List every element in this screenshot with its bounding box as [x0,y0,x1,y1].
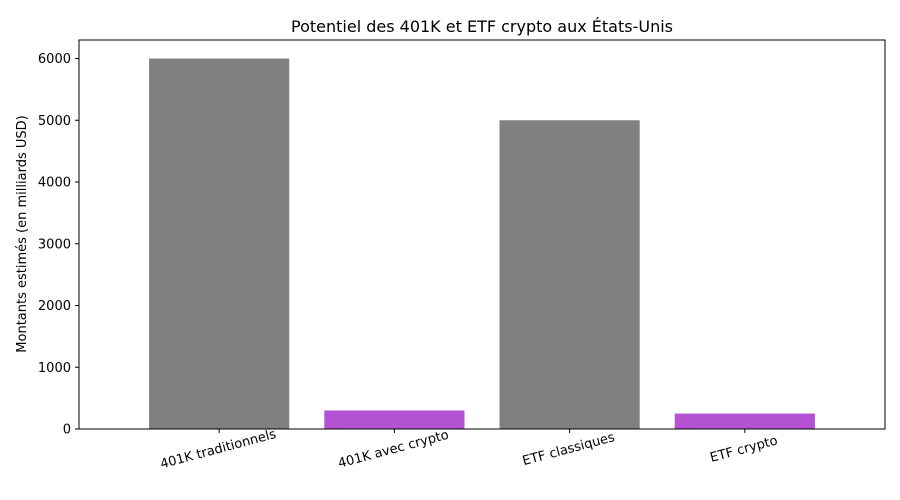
x-axis-ticks: 401K traditionnels 401K avec crypto ETF cl… [159,427,780,472]
y-axis-label: Montants estimés (en milliards USD) [15,115,30,352]
chart-title: Potentiel des 401K et ETF crypto aux Éta… [291,17,673,36]
y-tick-label: 3000 [38,237,71,252]
x-tick-label: 401K avec crypto [337,428,451,472]
bar-0 [149,58,290,430]
y-tick-label: 5000 [38,114,71,129]
y-tick-label: 1000 [38,361,71,376]
x-tick-label: 401K traditionnels [159,427,278,472]
x-tick-label: ETF crypto [709,433,780,465]
y-tick-label: 2000 [38,299,71,314]
y-tick-label: 6000 [38,52,71,67]
y-tick-label: 0 [63,423,71,438]
x-tick-label: ETF classiques [521,430,617,469]
bar-1 [324,410,465,429]
plot-frame [78,39,886,430]
y-tick-label: 4000 [38,176,71,191]
bars-group [149,58,815,430]
bar-3 [674,413,815,429]
bar-2 [499,120,640,430]
y-axis-ticks: 0 1000 2000 3000 4000 5000 6000 [38,52,79,438]
